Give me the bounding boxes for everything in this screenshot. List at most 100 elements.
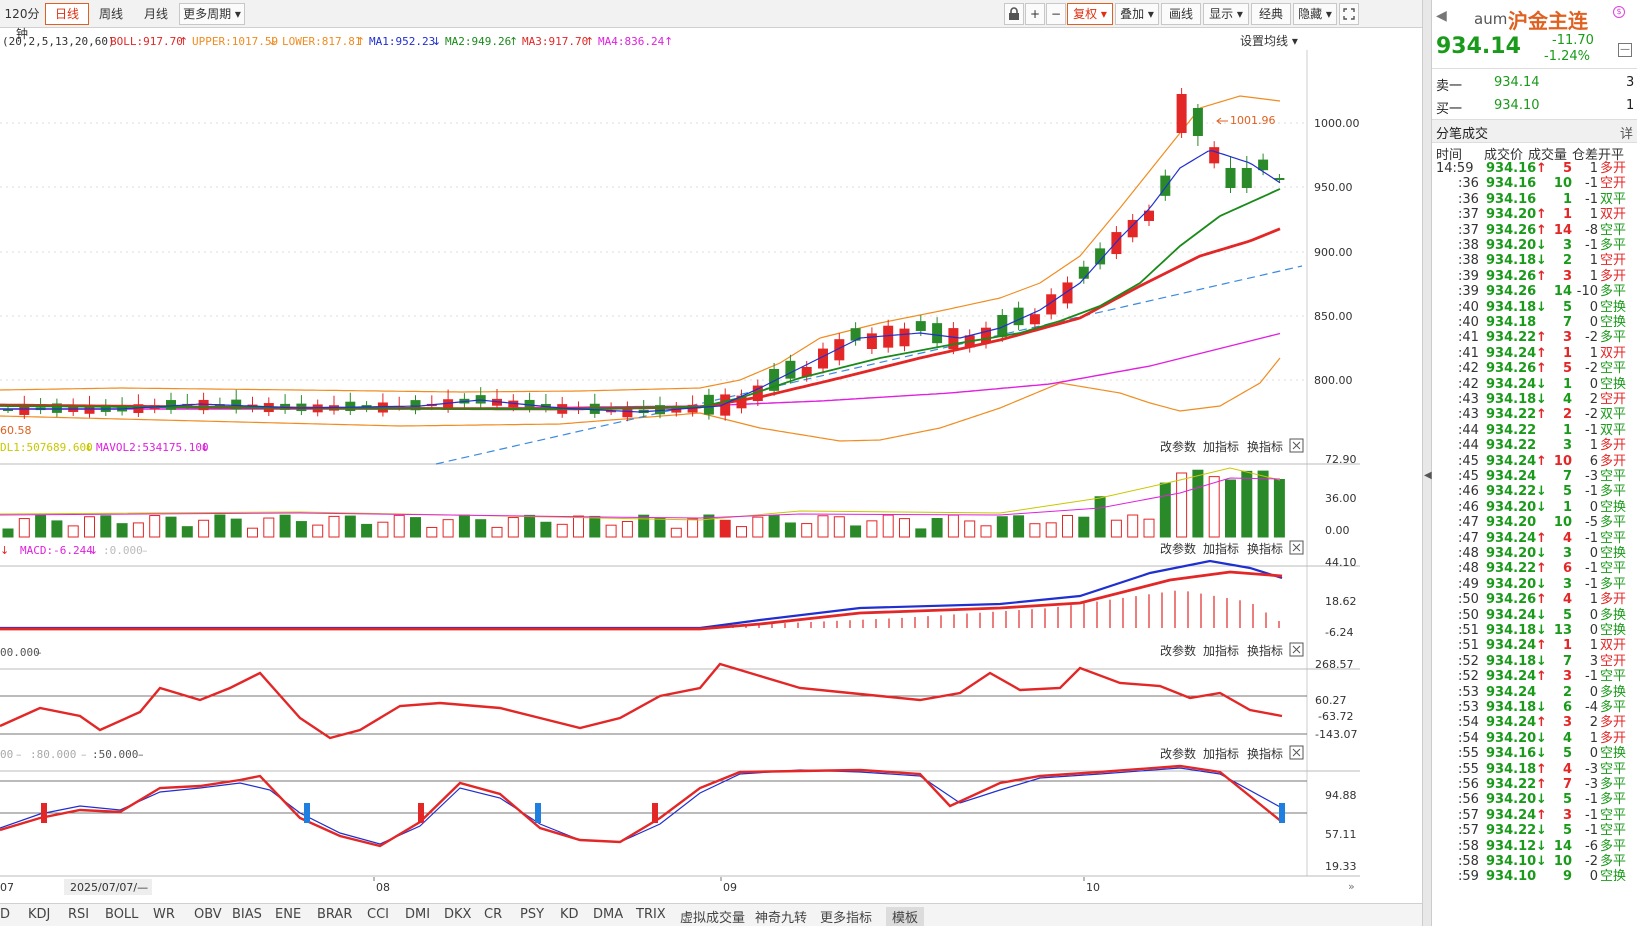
tick-row: :43 934.22 ↑ 2 -2 双平 [1432, 407, 1637, 423]
switch-indicator-button-1[interactable]: 换指标 [1247, 541, 1283, 556]
tick-row: :45 934.24 ↑ 10 6 多开 [1432, 454, 1637, 470]
ticks-detail-button[interactable]: 详 [1620, 127, 1634, 142]
switch-indicator-button-3[interactable]: 换指标 [1247, 746, 1283, 761]
classic-button[interactable]: 经典 [1251, 3, 1291, 25]
volume-bar-50 [817, 515, 829, 538]
panel-splitter[interactable]: ◀ [1422, 0, 1432, 926]
tick-open-close: 双开 [1600, 345, 1627, 361]
change-params-button-3[interactable]: 改参数 [1160, 746, 1196, 761]
change-params-button-2[interactable]: 改参数 [1160, 643, 1196, 658]
indicator-tab-boll[interactable]: BOLL [105, 907, 139, 922]
zoom-out-button[interactable]: − [1046, 3, 1066, 25]
indicator-tab-d[interactable]: D [0, 907, 11, 922]
indicator-tab-dkx[interactable]: DKX [444, 907, 472, 922]
tick-time: :58 [1458, 838, 1479, 854]
zoom-in-button[interactable]: + [1025, 3, 1045, 25]
tick-open-close: 多平 [1600, 854, 1627, 869]
volume-bar-18 [295, 521, 307, 538]
indicator-tab-模板[interactable]: 模板 [886, 907, 925, 926]
tick-open-close: 多平 [1600, 576, 1627, 592]
tick-row: :37 934.20 ↑ 1 1 双开 [1432, 207, 1637, 223]
tick-row: :42 934.24 ↓ 1 0 空换 [1432, 377, 1637, 393]
indicator-tab-trix[interactable]: TRIX [636, 907, 666, 922]
date-label-4: 10 [1086, 881, 1100, 894]
tick-down-arrow: ↓ [1536, 238, 1547, 253]
indicator-tab-brar[interactable]: BRAR [317, 907, 353, 922]
tick-time: :43 [1458, 407, 1479, 423]
indicator-tab-神奇九转[interactable]: 神奇九转 [755, 911, 808, 926]
overlay-dropdown[interactable]: 叠加 ▾ [1115, 3, 1159, 25]
kline-chart[interactable]: (20,2,5,13,20,60) BOLL:917.70 ↑ UPPER:10… [0, 28, 1422, 903]
period-120min-button[interactable]: 120分钟 [4, 7, 40, 41]
tick-time: :56 [1458, 792, 1479, 808]
ma-settings-button[interactable]: 设置均线 ▾ [1240, 34, 1298, 48]
tick-price: 934.24 [1486, 376, 1537, 392]
indicator-tab-dmi[interactable]: DMI [405, 907, 431, 922]
indicator-tab-rsi[interactable]: RSI [68, 907, 90, 922]
date-label-1: 2025/07/07/— [70, 881, 148, 894]
period-daily-tab[interactable]: 日线 [45, 3, 89, 25]
tick-oi-change: -2 [1585, 330, 1598, 346]
add-indicator-button-1[interactable]: 加指标 [1203, 541, 1239, 556]
volume-bar-74 [1208, 476, 1220, 538]
cci-tick-label-2: -63.72 [1318, 710, 1353, 723]
indicator-tab-bias[interactable]: BIAS [232, 907, 262, 922]
switch-indicator-button-2[interactable]: 换指标 [1247, 643, 1283, 658]
volume-bar-33 [540, 521, 552, 538]
tick-price: 934.22 [1486, 561, 1537, 577]
indicator-tab-psy[interactable]: PSY [520, 907, 545, 922]
tick-row: :39 934.26 14 -10 多平 [1432, 284, 1637, 300]
more-periods-dropdown[interactable]: 更多周期 ▾ [179, 3, 245, 25]
indicator-tab-更多指标[interactable]: 更多指标 [820, 911, 873, 926]
kdj-tick-label-1: 57.11 [1325, 828, 1357, 841]
ticks-columns: 时间 成交价 成交量 仓差 开平 [1432, 144, 1637, 163]
price-change-pct: -1.24% [1544, 49, 1590, 64]
date-label-2: 08 [376, 881, 390, 894]
tick-volume: 7 [1562, 315, 1572, 330]
volume-bar-2 [35, 514, 47, 538]
indicator-tab-kd[interactable]: KD [560, 907, 579, 922]
splitter-arrow-icon[interactable]: ◀ [1424, 470, 1432, 481]
kdj-panel: 94.88 57.11 19.33 [0, 764, 1357, 873]
tick-up-arrow: ↑ [1536, 807, 1547, 823]
tick-oi-change: -1 [1585, 484, 1598, 500]
restore-rights-dropdown[interactable]: 复权 ▾ [1067, 3, 1113, 25]
indicator-tab-虚拟成交量[interactable]: 虚拟成交量 [680, 911, 746, 926]
change-params-button-0[interactable]: 改参数 [1160, 439, 1196, 454]
add-indicator-button-3[interactable]: 加指标 [1203, 746, 1239, 761]
period-weekly-tab[interactable]: 周线 [98, 7, 123, 21]
tick-oi-change: -1 [1585, 807, 1598, 823]
tick-oi-change: -1 [1585, 238, 1598, 253]
hide-dropdown[interactable]: 隐藏 ▾ [1293, 3, 1337, 25]
indicator-tab-cr[interactable]: CR [484, 907, 503, 922]
change-params-button-1[interactable]: 改参数 [1160, 541, 1196, 556]
draw-line-button[interactable]: 画线 [1161, 3, 1201, 25]
prev-contract-icon[interactable]: ◀ [1436, 8, 1447, 24]
tick-row: :41 934.24 ↑ 1 1 双开 [1432, 346, 1637, 362]
tick-volume: 2 [1562, 253, 1572, 269]
indicator-tab-obv[interactable]: OBV [194, 907, 222, 922]
period-monthly-tab[interactable]: 月线 [143, 7, 168, 21]
indicator-tab-kdj[interactable]: KDJ [28, 907, 51, 922]
tick-oi-change: 0 [1589, 546, 1598, 561]
indicator-tab-cci[interactable]: CCI [367, 907, 389, 922]
indicator-tab-ene[interactable]: ENE [275, 907, 302, 922]
scroll-right-icon[interactable]: » [1348, 880, 1355, 893]
candle-body-0 [3, 409, 13, 411]
add-indicator-button-2[interactable]: 加指标 [1203, 643, 1239, 658]
tick-row: :48 934.20 ↓ 3 0 空换 [1432, 546, 1637, 562]
lock-icon[interactable] [1004, 3, 1024, 25]
tick-time: :45 [1458, 469, 1479, 484]
collapse-icon[interactable]: — [1618, 43, 1632, 57]
indicator-tab-dma[interactable]: DMA [593, 907, 624, 922]
display-dropdown[interactable]: 显示 ▾ [1203, 3, 1249, 25]
quote-panel: ◀ aum 沪金主连 $ 934.14 -11.70 -1.24% — 卖一 9… [1432, 0, 1637, 926]
macd-tick-label-0: 44.10 [1325, 556, 1357, 569]
fullscreen-icon[interactable] [1339, 3, 1359, 25]
tick-oi-change: -1 [1585, 823, 1598, 839]
candle-body-49 [801, 367, 812, 377]
indicator-tab-wr[interactable]: WR [153, 907, 175, 922]
favorite-icon[interactable]: $ [1613, 6, 1625, 18]
switch-indicator-button-0[interactable]: 换指标 [1247, 439, 1283, 454]
add-indicator-button-0[interactable]: 加指标 [1203, 439, 1239, 454]
